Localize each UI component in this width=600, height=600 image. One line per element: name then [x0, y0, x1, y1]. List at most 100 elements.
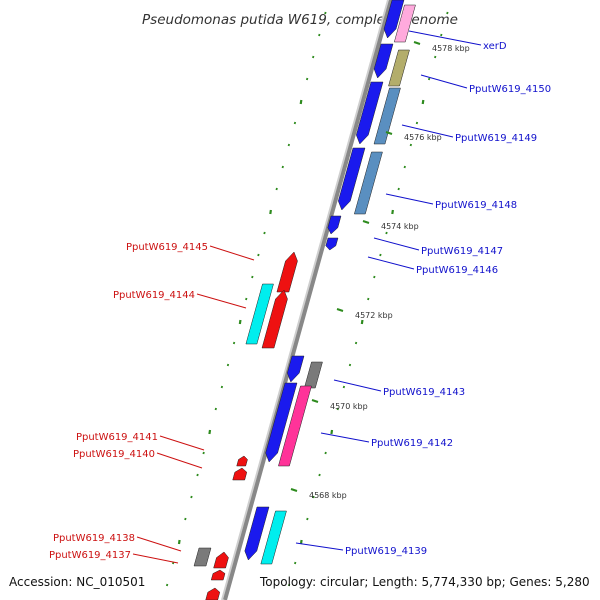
- inner-tick-dot: [263, 231, 266, 235]
- leader-line-forward: [385, 193, 434, 205]
- inner-tick-dot: [251, 275, 254, 279]
- kbp-tick-label: 4572 kbp: [355, 311, 393, 320]
- inner-tick-dot: [202, 451, 205, 455]
- gene-feature-xerd: [383, 0, 405, 39]
- gene-label-forward: PputW619_4147: [421, 246, 503, 257]
- gene-feature-pink: [393, 4, 416, 43]
- gene-feature-gray-a: [303, 361, 323, 389]
- leader-line-forward: [408, 30, 482, 46]
- gene-label-forward: PputW619_4149: [455, 133, 537, 144]
- gene-label-reverse: PputW619_4145: [126, 242, 208, 253]
- gene-label-forward: PputW619_4139: [345, 546, 427, 557]
- outer-tick-dot: [287, 583, 291, 587]
- inner-tick-dot: [318, 33, 321, 37]
- outer-tick-dot: [306, 517, 309, 521]
- gene-label-reverse: PputW619_4137: [49, 550, 131, 561]
- kbp-tick-label: 4576 kbp: [404, 133, 442, 142]
- outer-tick-dot: [379, 253, 382, 257]
- gene-feature-partial: [205, 587, 221, 600]
- backbone-line: [223, 0, 393, 600]
- gene-feature-cyan-b: [245, 283, 274, 345]
- gene-feature-cyan-a: [260, 510, 287, 565]
- gene-feature-4147: [327, 215, 342, 235]
- inner-tick-dot: [275, 187, 278, 191]
- outer-tick-dot: [373, 275, 376, 279]
- accession-label: Accession: NC_010501: [9, 575, 146, 589]
- leader-line-reverse: [136, 536, 182, 552]
- outer-tick-dot: [434, 55, 437, 59]
- inner-tick-dot: [232, 341, 236, 345]
- gene-feature-4148: [338, 147, 366, 211]
- inner-tick-dot: [196, 473, 199, 477]
- tick-dots: [165, 11, 449, 587]
- gene-feature-steel-a: [373, 87, 401, 145]
- gene-feature-4142: [265, 382, 298, 463]
- gene-feature-4146: [325, 237, 339, 251]
- kbp-tick-label: 4578 kbp: [432, 44, 470, 53]
- gene-label-reverse: PputW619_4141: [76, 432, 158, 443]
- outer-tick-dot: [312, 495, 315, 499]
- gene-feature-4140: [232, 467, 248, 481]
- outer-tick-dot: [440, 33, 443, 37]
- inner-tick-dot: [226, 363, 230, 367]
- outer-tick-dot: [385, 231, 388, 235]
- outer-tick-dot: [403, 165, 406, 169]
- inner-tick-dot: [299, 99, 303, 105]
- gene-feature-4143: [287, 355, 305, 383]
- inner-tick-dot: [214, 407, 217, 411]
- inner-tick-dot: [220, 385, 224, 389]
- inner-tick-dot: [177, 539, 181, 545]
- outer-tick-dot: [415, 121, 419, 125]
- genome-backbone: [221, 0, 393, 600]
- leader-line-forward: [420, 74, 468, 89]
- outer-tick-dot: [354, 341, 358, 345]
- gene-label-forward: PputW619_4146: [416, 265, 498, 276]
- outer-tick-dot: [409, 143, 413, 147]
- kbp-tick-mark: [362, 220, 370, 224]
- label-leaders: [132, 30, 482, 564]
- outer-tick-dot: [427, 77, 431, 81]
- gene-label-forward: xerD: [483, 41, 507, 52]
- gene-feature-4138: [213, 551, 229, 569]
- outer-tick-dot: [342, 385, 346, 389]
- inner-tick-dot: [287, 143, 291, 147]
- gene-features: [193, 0, 416, 600]
- inner-tick-dot: [257, 253, 260, 257]
- inner-tick-dot: [312, 55, 315, 59]
- outer-tick-dot: [324, 451, 327, 455]
- leader-line-forward: [401, 124, 454, 138]
- gene-label-reverse: PputW619_4138: [53, 533, 135, 544]
- kbp-tick-mark: [336, 308, 344, 312]
- leader-line-forward: [295, 542, 344, 551]
- outer-tick-dot: [294, 561, 297, 565]
- kbp-tick-label: 4570 kbp: [330, 402, 368, 411]
- gene-label-forward: PputW619_4148: [435, 200, 517, 211]
- backbone-shadow: [221, 0, 389, 600]
- inner-tick-dot: [324, 11, 327, 15]
- inner-tick-dot: [190, 495, 193, 499]
- gene-feature-4149: [356, 81, 384, 145]
- gene-feature-4137: [210, 569, 226, 581]
- leader-line-forward: [333, 379, 382, 392]
- outer-tick-dot: [446, 11, 449, 15]
- kbp-tick-mark: [290, 488, 298, 492]
- gene-labels: xerD PputW619_4150 PputW619_4149 PputW619_4…: [49, 41, 551, 561]
- outer-tick-dot: [421, 99, 425, 105]
- leader-line-reverse: [156, 452, 203, 469]
- outer-tick-dot: [348, 363, 352, 367]
- leader-line-reverse: [159, 435, 205, 451]
- leader-line-reverse: [196, 293, 247, 309]
- leader-line-reverse: [132, 553, 179, 564]
- gene-feature-steel-b: [353, 151, 383, 215]
- inner-tick-dot: [293, 121, 297, 125]
- kbp-ticks: 4578 kbp 4576 kbp 4574 kbp 4572 kbp 4570 kbp…: [290, 41, 470, 500]
- gene-label-forward: PputW619_4143: [383, 387, 465, 398]
- leader-line-forward: [320, 432, 370, 443]
- inner-tick-dot: [245, 297, 248, 301]
- kbp-tick-label: 4574 kbp: [381, 222, 419, 231]
- inner-tick-dot: [305, 77, 309, 81]
- gene-feature-magenta: [278, 385, 312, 467]
- gene-feature-4150: [373, 43, 394, 79]
- kbp-tick-label: 4568 kbp: [309, 491, 347, 500]
- gene-feature-4145: [276, 251, 298, 293]
